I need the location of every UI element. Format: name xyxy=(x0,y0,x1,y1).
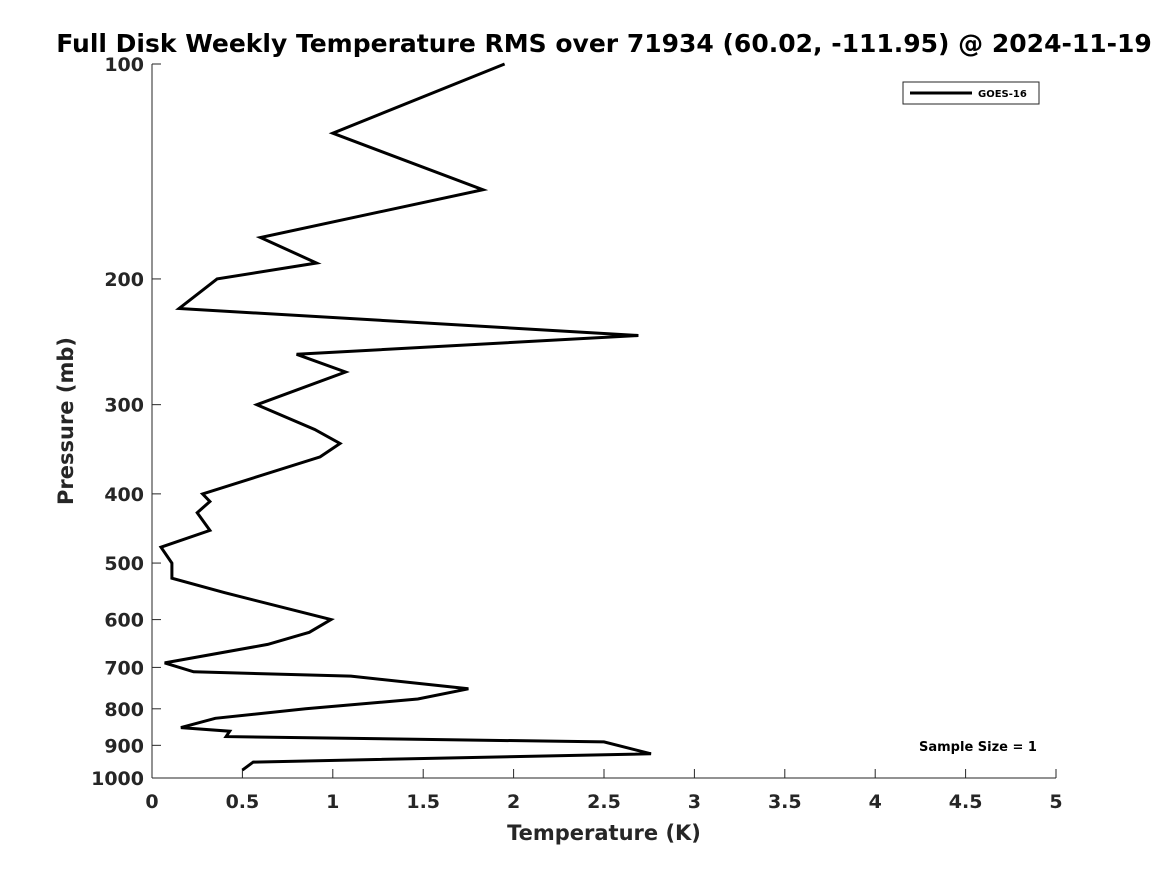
y-axis-label: Pressure (mb) xyxy=(54,337,78,505)
x-tick-label: 2 xyxy=(507,791,520,813)
x-tick-label: 3 xyxy=(688,791,701,813)
sample-size-annotation: Sample Size = 1 xyxy=(919,740,1037,755)
x-tick-label: 0.5 xyxy=(226,791,260,813)
y-tick-label: 100 xyxy=(104,54,144,76)
y-tick-label: 500 xyxy=(104,553,144,575)
y-tick-label: 200 xyxy=(104,269,144,291)
x-tick-label: 3.5 xyxy=(768,791,802,813)
y-tick-label: 600 xyxy=(104,610,144,632)
x-tick-label: 1.5 xyxy=(406,791,440,813)
chart-title: Full Disk Weekly Temperature RMS over 71… xyxy=(56,29,1152,58)
plot-series xyxy=(158,62,652,772)
x-tick-label: 4.5 xyxy=(949,791,983,813)
x-tick-label: 2.5 xyxy=(587,791,621,813)
y-tick-label: 300 xyxy=(104,395,144,417)
x-tick-label: 1 xyxy=(326,791,339,813)
x-tick-label: 0 xyxy=(145,791,158,813)
x-axis-label: Temperature (K) xyxy=(507,821,701,845)
plot-axes: 0 0.5 1 1.5 2 2.5 3 3.5 4 4.5 5 100 200 300 400 500 600 7… xyxy=(91,54,1063,813)
y-tick-label: 1000 xyxy=(91,768,144,790)
legend-label: GOES-16 xyxy=(978,89,1027,100)
legend: GOES-16 xyxy=(902,81,1040,105)
y-tick-label: 400 xyxy=(104,484,144,506)
x-tick-label: 4 xyxy=(869,791,882,813)
y-tick-label: 700 xyxy=(104,657,144,679)
y-tick-label: 800 xyxy=(104,699,144,721)
y-tick-label: 900 xyxy=(104,735,144,757)
x-tick-label: 5 xyxy=(1049,791,1062,813)
series-line-goes-16 xyxy=(158,62,652,772)
